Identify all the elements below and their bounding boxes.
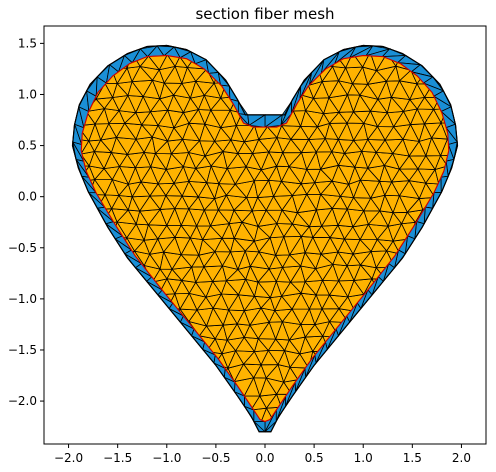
outer-boundary bbox=[71, 44, 459, 433]
core-mesh bbox=[81, 55, 449, 422]
y-tick-label: −0.5 bbox=[8, 241, 37, 255]
x-axis: −2.0 −1.5 −1.0 −0.5 0.0 0.5 1.0 1.5 2.0 bbox=[54, 444, 471, 465]
y-tick-label: −2.0 bbox=[8, 394, 37, 408]
cover-triangle bbox=[247, 114, 266, 128]
x-tick-label: 0.5 bbox=[305, 451, 324, 465]
x-tick-label: 1.5 bbox=[403, 451, 422, 465]
x-tick-label: 1.0 bbox=[354, 451, 373, 465]
y-axis: −2.0 −1.5 −1.0 −0.5 0.0 0.5 1.0 1.5 bbox=[8, 36, 44, 408]
watermark-text: 知乎 @杜同学水手 bbox=[374, 424, 482, 440]
x-tick-label: −1.0 bbox=[152, 451, 181, 465]
y-tick-label: −1.5 bbox=[8, 343, 37, 357]
mesh-layer bbox=[71, 44, 459, 433]
x-tick-label: −2.0 bbox=[54, 451, 83, 465]
y-tick-label: 1.5 bbox=[18, 36, 37, 50]
x-tick-label: −1.5 bbox=[103, 451, 132, 465]
y-tick-label: −1.0 bbox=[8, 292, 37, 306]
x-tick-label: −0.5 bbox=[201, 451, 230, 465]
y-tick-label: 1.0 bbox=[18, 87, 37, 101]
y-tick-label: 0.0 bbox=[18, 190, 37, 204]
core-boundary bbox=[80, 55, 450, 423]
chart-title: section fiber mesh bbox=[195, 5, 334, 23]
x-tick-label: 0.0 bbox=[255, 451, 274, 465]
x-tick-label: 2.0 bbox=[452, 451, 471, 465]
y-tick-label: 0.5 bbox=[18, 139, 37, 153]
